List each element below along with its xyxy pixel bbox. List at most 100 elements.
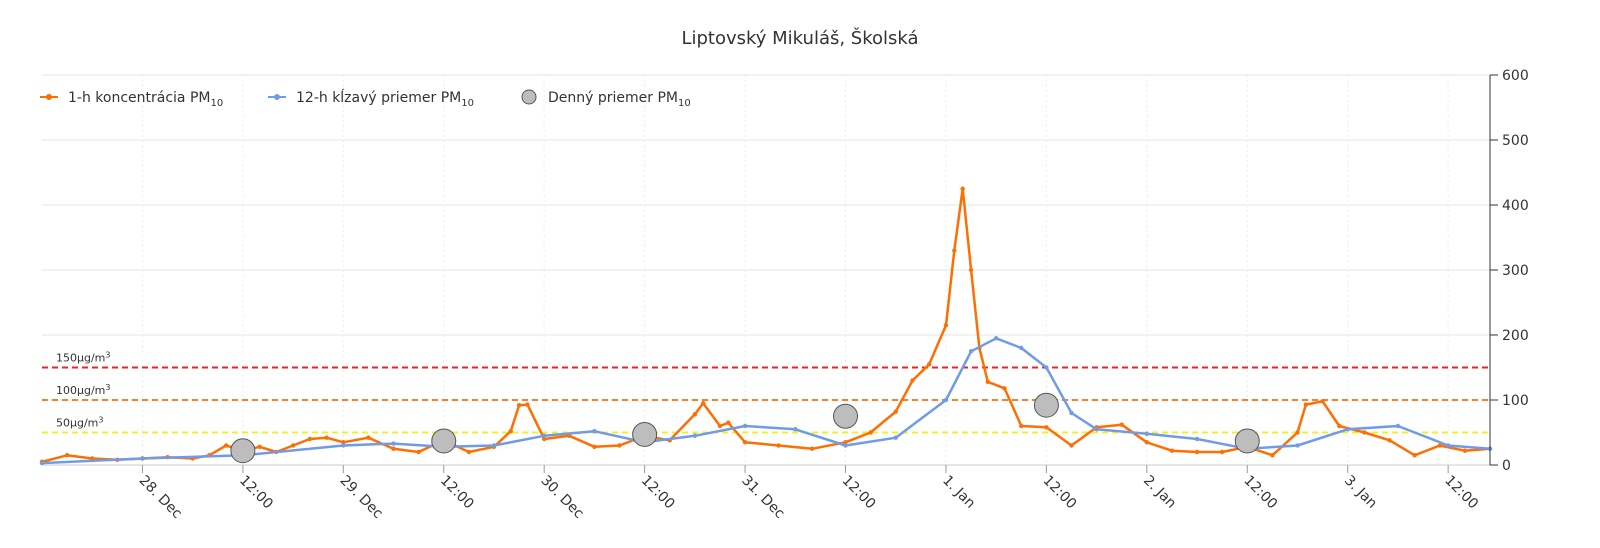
daily-average-marker [833, 403, 859, 429]
y-tick-label: 200 [1502, 328, 1529, 344]
data-point [1387, 438, 1392, 443]
data-point [717, 423, 723, 429]
data-point [776, 443, 781, 448]
y-tick-label: 300 [1502, 263, 1529, 279]
grid [42, 74, 1490, 466]
x-tick-label: 28. Dec [136, 473, 185, 522]
data-point [1219, 449, 1225, 455]
data-point [843, 443, 848, 448]
legend-marker [521, 89, 537, 105]
threshold-label: 100μg/m3 [56, 383, 111, 397]
daily-average-marker [632, 421, 658, 447]
daily-average-marker [1033, 392, 1059, 418]
data-point [943, 397, 949, 403]
data-point [1169, 448, 1175, 453]
threshold-lines: 150μg/m3 100μg/m3 50μg/m3 [42, 351, 1490, 434]
data-point [1395, 423, 1401, 429]
data-point [1462, 448, 1468, 453]
data-point [1412, 453, 1417, 458]
data-point [1320, 399, 1325, 404]
data-point [985, 379, 991, 384]
x-tick-label: 1. Jan [939, 473, 978, 512]
data-point [508, 429, 513, 434]
data-point [491, 443, 497, 448]
data-point [893, 435, 898, 440]
x-tick-label: 12:00 [236, 473, 276, 513]
y-tick-label: 500 [1502, 133, 1529, 149]
y-tick-label: 0 [1502, 458, 1511, 474]
data-point [341, 440, 346, 445]
legend-item[interactable]: Denný priemer PM10 [521, 89, 691, 109]
x-tick-label: 2. Jan [1140, 473, 1179, 512]
legend-marker [274, 94, 280, 100]
data-point [1270, 453, 1275, 458]
data-point [307, 436, 313, 442]
data-point [1144, 431, 1150, 436]
data-point [1119, 422, 1124, 427]
data-point [1362, 430, 1367, 435]
data-point [1044, 365, 1049, 370]
data-point [960, 186, 965, 191]
data-point [617, 443, 622, 448]
x-tick-label: 30. Dec [537, 473, 586, 522]
data-point [1069, 410, 1074, 416]
data-point [290, 443, 296, 448]
data-point [1019, 423, 1024, 429]
data-point [701, 401, 706, 406]
data-point [1445, 443, 1451, 448]
data-point [742, 440, 748, 445]
data-point [943, 323, 949, 328]
legend-label: Denný priemer PM10 [548, 90, 691, 109]
threshold-label: 150μg/m3 [56, 351, 111, 365]
x-tick-label: 12:00 [1240, 473, 1280, 513]
data-point [592, 429, 597, 434]
data-point [843, 440, 848, 445]
data-point [1069, 443, 1074, 448]
series-line-0 [41, 187, 1491, 464]
data-point [1019, 345, 1024, 351]
data-point [64, 453, 70, 458]
data-point [952, 248, 957, 253]
data-point [893, 409, 898, 414]
data-point [516, 403, 522, 408]
data-point [1303, 402, 1309, 407]
data-point [793, 427, 798, 432]
daily-average-marker [431, 428, 457, 454]
x-tick-label: 12:00 [839, 473, 879, 513]
data-point [592, 444, 597, 449]
data-point [39, 460, 45, 466]
data-point [416, 449, 421, 455]
data-point [1094, 427, 1099, 432]
data-point [324, 435, 329, 440]
data-point [927, 362, 932, 367]
x-tick-label: 12:00 [638, 473, 678, 513]
data-point [692, 412, 698, 417]
data-point [1194, 436, 1200, 442]
data-point [466, 449, 472, 455]
data-point [140, 456, 145, 461]
data-point [1437, 443, 1442, 448]
data-point [993, 336, 999, 341]
legend-item[interactable]: 12-h kĺzavý priemer PM10 [268, 88, 474, 109]
x-tick-label: 31. Dec [738, 473, 787, 522]
data-point [968, 349, 974, 354]
data-point [541, 433, 547, 438]
axes: 0 100 200 300 400 500 600 28. Dec 12:00 29. Dec 12… [136, 68, 1529, 522]
legend-label: 12-h kĺzavý priemer PM10 [296, 88, 474, 109]
data-point [1337, 423, 1342, 429]
data-point [742, 423, 748, 429]
threshold-label: 50μg/m3 [56, 416, 104, 430]
daily-average-marker [230, 438, 256, 464]
data-point [726, 420, 731, 425]
x-tick-label: 29. Dec [336, 473, 385, 522]
data-point [1194, 449, 1200, 455]
data-point [391, 441, 396, 446]
data-point [525, 402, 530, 407]
legend-item[interactable]: 1-h koncentrácia PM10 [40, 90, 223, 109]
legend[interactable]: 1-h koncentrácia PM10 12-h kĺzavý priemer… [40, 88, 691, 109]
data-point [910, 378, 915, 383]
y-tick-label: 600 [1502, 68, 1529, 84]
data-point [968, 267, 974, 273]
data-point [868, 430, 873, 435]
